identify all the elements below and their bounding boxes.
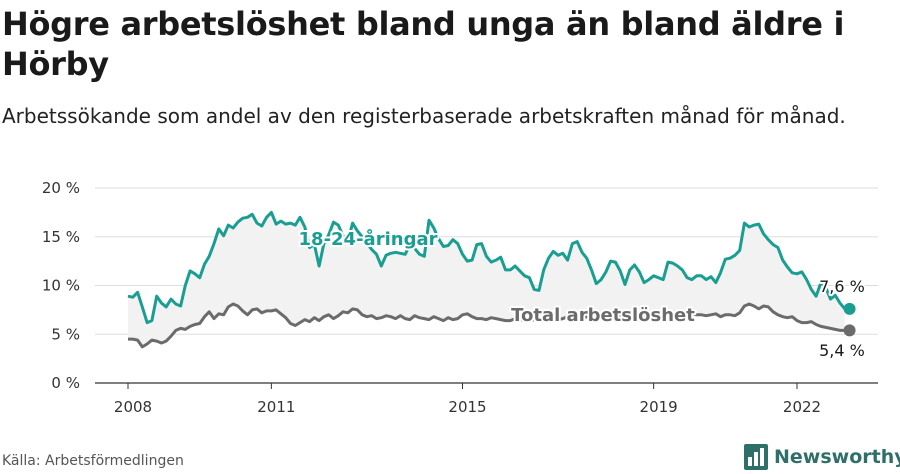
series-label-youth-halo: 18-24-åringar xyxy=(299,228,438,250)
end-point-youth xyxy=(843,302,856,315)
series-label-total: Total arbetslöshet xyxy=(511,305,695,326)
x-tick-label: 2022 xyxy=(783,398,821,416)
end-label-total: 5,4 % xyxy=(819,341,865,360)
y-tick-label: 20 % xyxy=(42,179,80,197)
series-label-total-halo: Total arbetslöshet xyxy=(511,305,695,326)
series-label-youth: 18-24-åringar xyxy=(299,228,438,250)
brand-name: Newsworthy xyxy=(774,446,900,468)
series-lines xyxy=(127,210,856,349)
axes: 0 % 5 % 10 % 15 % 20 % 2008 2011 2015 2019 2022 xyxy=(42,179,878,416)
y-tick-label: 0 % xyxy=(51,374,80,392)
brand-logo: Newsworthy xyxy=(744,442,900,472)
end-label-youth: 7,6 % xyxy=(819,277,865,296)
end-point-total xyxy=(843,324,856,337)
x-tick-label: 2008 xyxy=(114,398,152,416)
chart-title: Högre arbetslöshet bland unga än bland ä… xyxy=(2,5,845,83)
y-tick-label: 5 % xyxy=(51,325,80,343)
newsworthy-logo-icon xyxy=(744,444,768,470)
range-band xyxy=(128,212,845,347)
chart-subtitle: Arbetssökande som andel av den registerb… xyxy=(2,104,846,128)
series-line-youth xyxy=(127,210,846,325)
source-note: Källa: Arbetsförmedlingen xyxy=(2,453,184,469)
x-tick-label: 2015 xyxy=(448,398,486,416)
end-label-youth-halo: 7,6 % xyxy=(819,277,865,296)
y-tick-label: 15 % xyxy=(42,228,80,246)
x-tick-label: 2019 xyxy=(640,398,678,416)
series-line-total xyxy=(128,302,845,349)
end-label-total-halo: 5,4 % xyxy=(819,341,865,360)
x-tick-label: 2011 xyxy=(257,398,295,416)
y-tick-label: 10 % xyxy=(42,277,80,295)
